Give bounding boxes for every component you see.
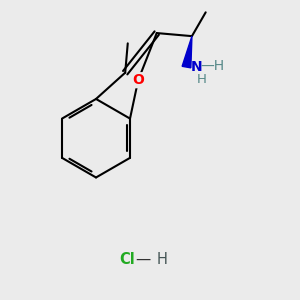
Text: —: — <box>136 251 151 266</box>
Text: —H: —H <box>200 59 224 73</box>
Text: O: O <box>132 73 144 87</box>
Text: Cl: Cl <box>119 252 135 267</box>
Text: N: N <box>190 60 202 74</box>
Text: H: H <box>157 252 168 267</box>
Text: H: H <box>196 73 206 86</box>
Polygon shape <box>182 36 192 68</box>
